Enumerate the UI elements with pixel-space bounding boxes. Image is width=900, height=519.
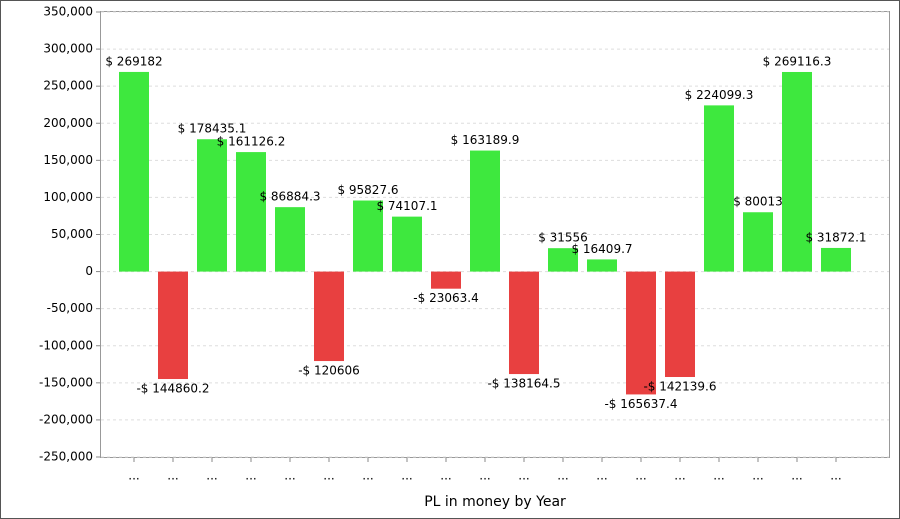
x-tick-label: ... bbox=[830, 469, 841, 483]
bar bbox=[743, 212, 773, 272]
x-tick-label: ... bbox=[206, 469, 217, 483]
y-tick-label: 200,000 bbox=[43, 116, 93, 130]
bar bbox=[587, 259, 617, 272]
bar bbox=[275, 207, 305, 272]
value-label: -$ 120606 bbox=[298, 364, 360, 378]
bar bbox=[470, 150, 500, 272]
bar bbox=[392, 216, 422, 272]
bar bbox=[119, 71, 149, 272]
value-label: $ 86884.3 bbox=[259, 190, 320, 204]
value-label: $ 269182 bbox=[105, 54, 162, 68]
x-tick-label: ... bbox=[245, 469, 256, 483]
x-tick-label: ... bbox=[479, 469, 490, 483]
x-tick-label: ... bbox=[362, 469, 373, 483]
x-axis-title: PL in money by Year bbox=[424, 494, 566, 510]
y-tick-label: 100,000 bbox=[43, 190, 93, 204]
bar bbox=[821, 247, 851, 272]
bar bbox=[158, 271, 188, 380]
value-label: -$ 23063.4 bbox=[413, 291, 478, 305]
bar bbox=[704, 105, 734, 272]
bar bbox=[197, 139, 227, 272]
x-tick-label: ... bbox=[518, 469, 529, 483]
value-label: $ 161126.2 bbox=[217, 135, 286, 149]
y-tick-label: -200,000 bbox=[39, 412, 93, 426]
y-tick-label: -50,000 bbox=[47, 301, 93, 315]
x-tick-label: ... bbox=[674, 469, 685, 483]
x-tick-label: ... bbox=[323, 469, 334, 483]
y-tick-label: 50,000 bbox=[51, 227, 93, 241]
bar bbox=[509, 271, 539, 375]
y-tick-label: 350,000 bbox=[43, 5, 93, 19]
x-tick-label: ... bbox=[401, 469, 412, 483]
bar bbox=[665, 271, 695, 378]
bar bbox=[548, 248, 578, 272]
bar bbox=[431, 271, 461, 289]
value-label: -$ 142139.6 bbox=[643, 380, 716, 394]
y-tick-label: 150,000 bbox=[43, 153, 93, 167]
value-label: -$ 138164.5 bbox=[487, 377, 560, 391]
x-tick-label: ... bbox=[635, 469, 646, 483]
y-tick-label: 250,000 bbox=[43, 79, 93, 93]
y-tick-label: 300,000 bbox=[43, 42, 93, 56]
y-tick-label: -100,000 bbox=[39, 338, 93, 352]
x-tick-label: ... bbox=[791, 469, 802, 483]
x-tick-label: ... bbox=[284, 469, 295, 483]
value-label: $ 163189.9 bbox=[451, 133, 520, 147]
x-tick-label: ... bbox=[167, 469, 178, 483]
value-label: $ 74107.1 bbox=[376, 199, 437, 213]
x-tick-label: ... bbox=[557, 469, 568, 483]
value-label: $ 269116.3 bbox=[763, 54, 832, 68]
value-label: $ 95827.6 bbox=[337, 183, 398, 197]
value-label: $ 31872.1 bbox=[805, 230, 866, 244]
y-tick-label: 0 bbox=[85, 264, 93, 278]
bar bbox=[314, 271, 344, 362]
value-label: $ 16409.7 bbox=[571, 242, 632, 256]
bar bbox=[353, 200, 383, 272]
x-tick-label: ... bbox=[752, 469, 763, 483]
value-label: $ 80013 bbox=[733, 195, 783, 209]
x-tick-label: ... bbox=[713, 469, 724, 483]
x-tick-label: ... bbox=[596, 469, 607, 483]
value-label: $ 178435.1 bbox=[178, 122, 247, 136]
y-tick-label: -150,000 bbox=[39, 375, 93, 389]
x-tick-label: ... bbox=[440, 469, 451, 483]
value-label: $ 224099.3 bbox=[685, 88, 754, 102]
x-tick-label: ... bbox=[128, 469, 139, 483]
value-label: -$ 144860.2 bbox=[136, 382, 209, 396]
y-tick-label: -250,000 bbox=[39, 450, 93, 464]
value-label: $ 31556 bbox=[538, 231, 588, 245]
bar bbox=[782, 71, 812, 272]
value-label: -$ 165637.4 bbox=[604, 397, 677, 411]
bar bbox=[626, 271, 656, 395]
bar bbox=[236, 152, 266, 272]
